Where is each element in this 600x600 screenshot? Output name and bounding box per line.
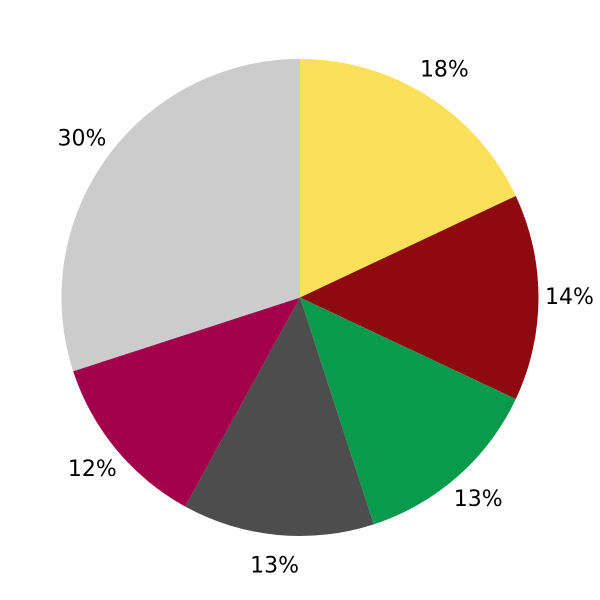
pie-slice-label-yellow-slice: 18% (420, 57, 469, 82)
pie-slice-dark-gray-slice (185, 297, 374, 537)
pie-slice-label-crimson-slice: 12% (68, 457, 117, 482)
pie-slice-label-light-gray-slice: 30% (58, 127, 107, 152)
pie-slice-yellow-slice (300, 59, 516, 298)
pie-slice-dark-red-slice (300, 195, 539, 400)
pie-slice-label-green-slice: 13% (454, 487, 503, 512)
pie-slice-crimson-slice (73, 297, 300, 507)
pie-slice-label-dark-red-slice: 14% (545, 285, 594, 310)
pie-slice-green-slice (300, 297, 516, 525)
pie-slice-label-dark-gray-slice: 13% (250, 553, 299, 578)
pie-slice-light-gray-slice (61, 59, 301, 372)
